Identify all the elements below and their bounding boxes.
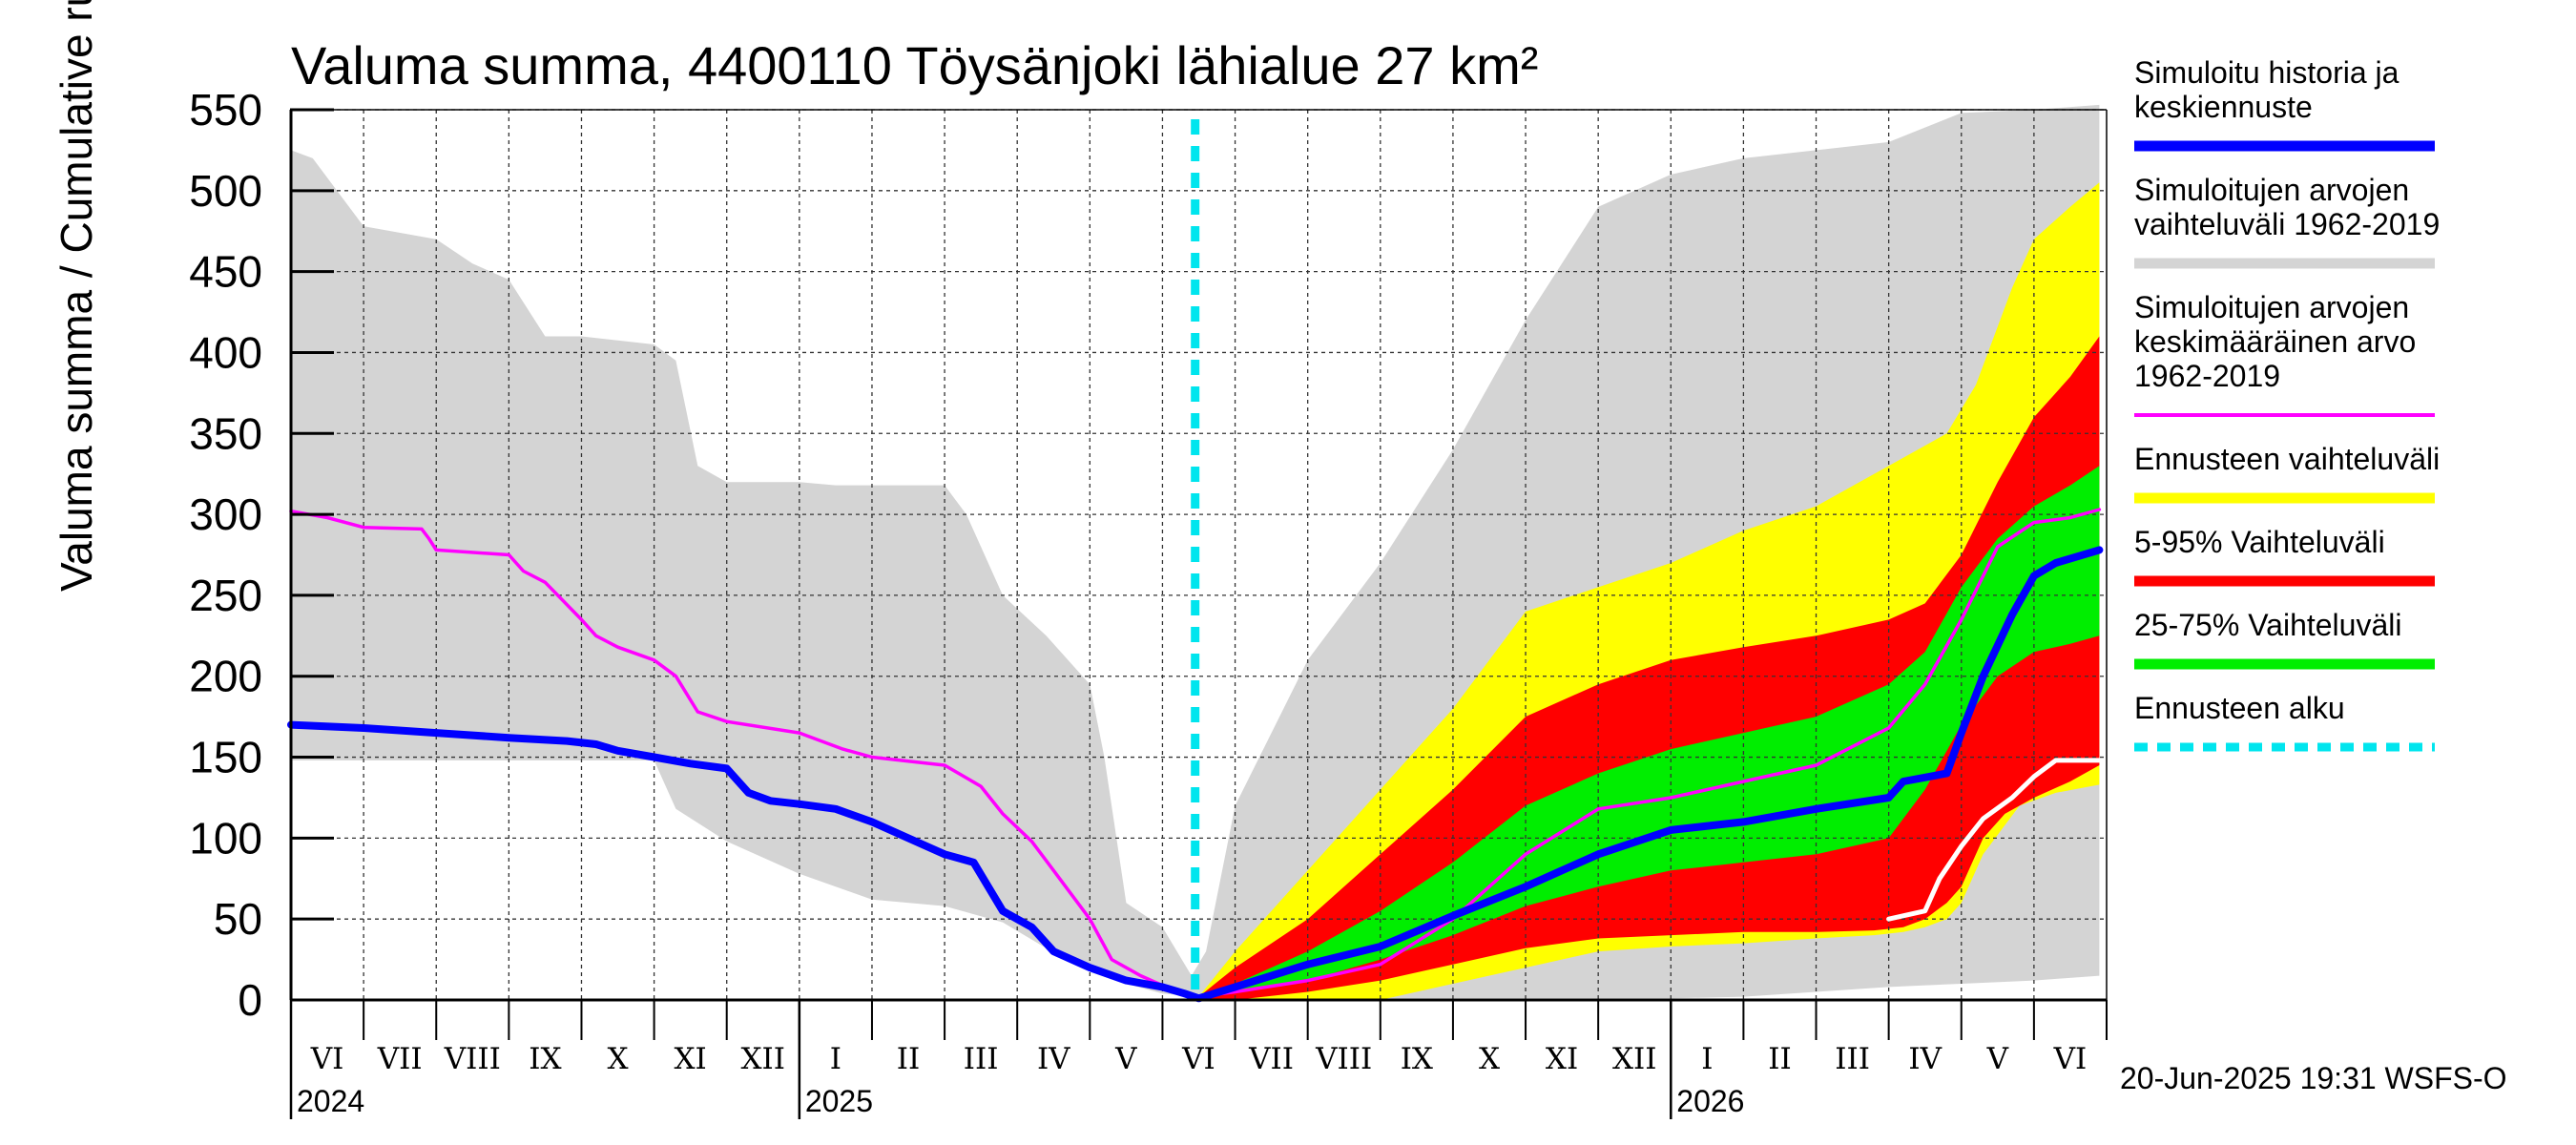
legend-label: keskiennuste [2134,90,2313,124]
legend-label: Ennusteen vaihteluväli [2134,442,2440,476]
month-label: XII [1612,1042,1657,1076]
chart-title: Valuma summa, 4400110 Töysänjoki lähialu… [291,35,1538,95]
y-tick-label: 500 [189,166,262,216]
y-tick-label: 200 [189,652,262,701]
legend-label: Ennusteen alku [2134,691,2345,725]
band-25-75-vaihteluv-li [1198,466,2100,1000]
month-label: VIII [1315,1042,1372,1076]
y-tick-label: 150 [189,733,262,782]
month-label: VI [2053,1042,2088,1076]
month-label: III [1835,1042,1870,1076]
month-label: VII [377,1042,423,1076]
legend-label: 5-95% Vaihteluväli [2134,525,2385,559]
y-tick-label: 400 [189,327,262,377]
month-label: XI [1546,1042,1578,1076]
legend-label: 25-75% Vaihteluväli [2134,608,2401,642]
month-label: IV [1908,1042,1942,1076]
month-label: IV [1037,1042,1070,1076]
month-label: II [897,1042,921,1076]
footer-timestamp: 20-Jun-2025 19:31 WSFS-O [2120,1061,2507,1095]
month-label: I [830,1042,841,1076]
y-tick-label: 350 [189,408,262,458]
month-label: IX [1401,1042,1433,1076]
month-label: I [1701,1042,1713,1076]
year-label: 2024 [297,1084,364,1118]
series-line-simuloitu-historia-ja-keskiennuste [287,546,2104,1003]
month-label: XI [674,1042,706,1076]
y-tick-label: 550 [189,85,262,135]
y-axis-label: Valuma summa / Cumulative runoff mm [52,0,101,592]
month-label: II [1768,1042,1792,1076]
y-tick-label: 450 [189,247,262,297]
legend-label: Simuloitu historia ja [2134,55,2399,90]
month-label: VII [1248,1042,1294,1076]
y-tick-label: 0 [238,975,262,1025]
band-layer [291,104,2100,1001]
series-line-white [1886,758,2102,922]
y-tick-label: 250 [189,571,262,620]
month-label: X [1479,1042,1500,1076]
series-line-simuloitujen-arvojen-keskim-r-inen-arvo-1962-2019 [289,508,2102,999]
month-label: VI [310,1042,344,1076]
month-label: XII [740,1042,785,1076]
year-label: 2026 [1676,1084,1744,1118]
month-label: X [608,1042,629,1076]
y-tick-label: 50 [214,894,262,944]
legend-label: 1962-2019 [2134,359,2280,393]
year-label: 2025 [805,1084,873,1118]
month-label: V [1114,1042,1137,1076]
legend-label: Simuloitujen arvojen [2134,290,2409,324]
y-tick-label: 100 [189,813,262,863]
legend-label: Simuloitujen arvojen [2134,173,2409,207]
month-label: VI [1181,1042,1215,1076]
month-label: III [964,1042,999,1076]
legend-label: vaihteluväli 1962-2019 [2134,207,2440,241]
y-tick-label: 300 [189,489,262,539]
month-label: V [1986,1042,2009,1076]
month-label: VIII [444,1042,501,1076]
line-layer [287,119,2104,1003]
month-label: IX [529,1042,561,1076]
legend-label: keskimääräinen arvo [2134,324,2416,359]
